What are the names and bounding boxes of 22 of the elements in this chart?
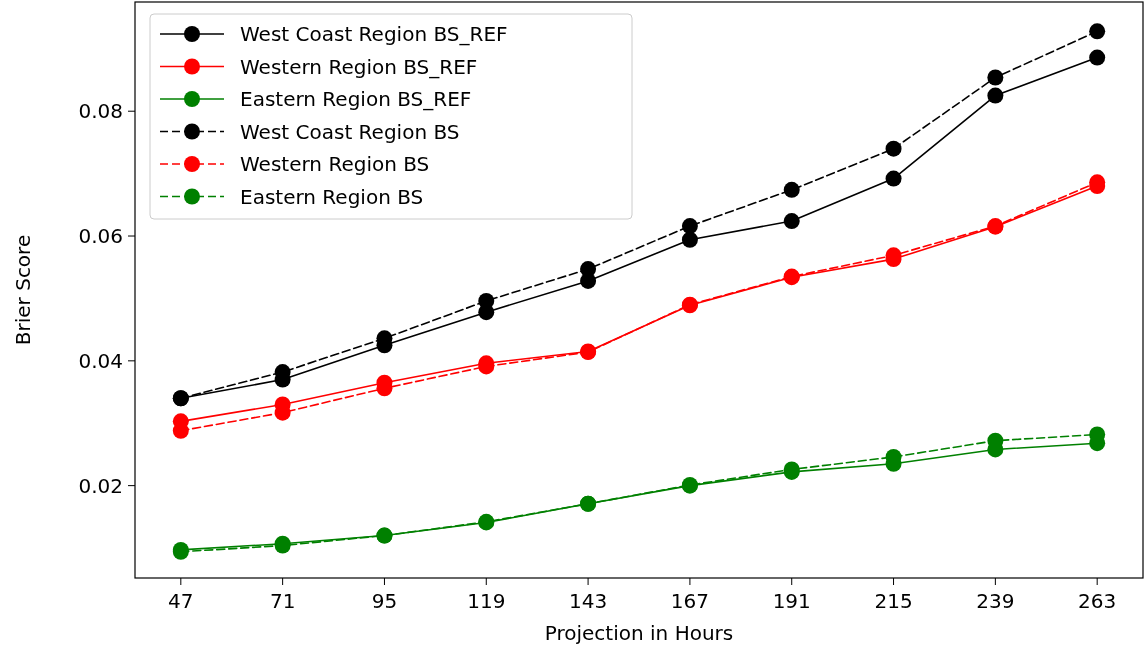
x-tick-label: 47 [168,589,194,613]
x-tick-label: 71 [269,589,296,613]
x-tick-label: 95 [371,589,398,613]
x-tick-label: 239 [976,589,1015,613]
x-tick-label: 263 [1078,589,1117,613]
legend-label: West Coast Region BS_REF [240,22,508,46]
x-tick-label: 215 [874,589,913,613]
legend-label: Western Region BS_REF [240,54,478,79]
x-tick-label: 119 [467,589,506,613]
legend-label: West Coast Region BS [240,119,460,144]
legend-label: Western Region BS [240,152,430,176]
x-tick-label: 191 [772,589,811,613]
y-axis-title: Brier Score [11,234,35,346]
x-tick-label: 167 [670,589,709,613]
y-tick-label: 0.06 [78,224,123,249]
y-tick-label: 0.04 [78,348,123,373]
y-tick-label: 0.02 [78,473,123,498]
x-axis-title: Projection in Hours [544,621,734,645]
x-tick-label: 143 [569,589,608,613]
legend-label: Eastern Region BS [240,184,424,209]
y-tick-label: 0.08 [78,99,123,124]
legend-label: Eastern Region BS_REF [240,87,472,111]
